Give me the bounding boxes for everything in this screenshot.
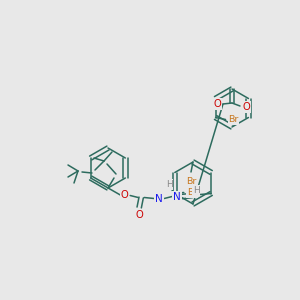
Text: O: O: [242, 102, 250, 112]
Text: Br: Br: [187, 188, 197, 197]
Text: Br: Br: [228, 115, 239, 124]
Text: H: H: [166, 180, 172, 189]
Text: N: N: [173, 191, 181, 202]
Text: N: N: [155, 194, 163, 203]
Text: H: H: [193, 186, 200, 195]
Text: O: O: [135, 211, 143, 220]
Text: O: O: [213, 99, 221, 109]
Text: Br: Br: [186, 176, 196, 185]
Text: O: O: [120, 190, 128, 200]
